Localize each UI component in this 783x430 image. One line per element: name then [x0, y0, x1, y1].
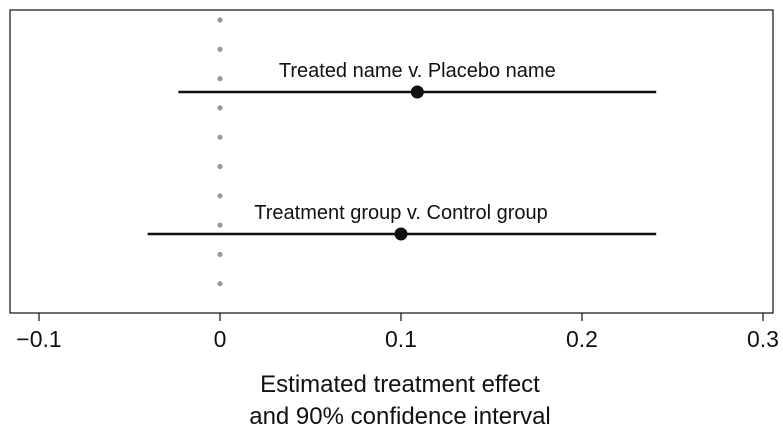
x-tick-label: 0.1: [385, 326, 417, 352]
reference-line-dot: [217, 163, 223, 170]
x-tick-label: 0.2: [566, 326, 598, 352]
estimate-row: Treatment group v. Control group: [147, 202, 657, 241]
x-axis: −0.1 0 0.1 0.2 0.3: [16, 313, 779, 352]
reference-line-dot: [217, 281, 223, 287]
x-axis-title-line-2: and 90% confidence interval: [249, 403, 551, 430]
reference-line-dot: [217, 134, 223, 140]
reference-line-dot: [217, 17, 223, 23]
x-tick-label: −0.1: [16, 326, 61, 352]
estimates-group: Treated name v. Placebo name Treatment gr…: [147, 60, 657, 241]
plot-frame: [9, 9, 774, 314]
x-tick-label: 0: [214, 326, 227, 352]
point-estimate: [410, 85, 424, 99]
estimate-row: Treated name v. Placebo name: [178, 60, 657, 99]
reference-line-dot: [217, 251, 223, 257]
x-axis-title-line-1: Estimated treatment effect: [260, 371, 540, 398]
estimate-label: Treatment group v. Control group: [254, 202, 547, 224]
point-estimate: [394, 227, 408, 241]
reference-line-dot: [217, 105, 223, 111]
reference-line-dot: [217, 193, 223, 199]
estimate-label: Treated name v. Placebo name: [279, 60, 556, 82]
reference-line-dot: [217, 76, 223, 82]
x-tick-label: 0.3: [747, 326, 779, 352]
reference-line-zero: [217, 17, 223, 287]
reference-line-dot: [217, 222, 223, 228]
reference-line-dot: [217, 46, 223, 52]
